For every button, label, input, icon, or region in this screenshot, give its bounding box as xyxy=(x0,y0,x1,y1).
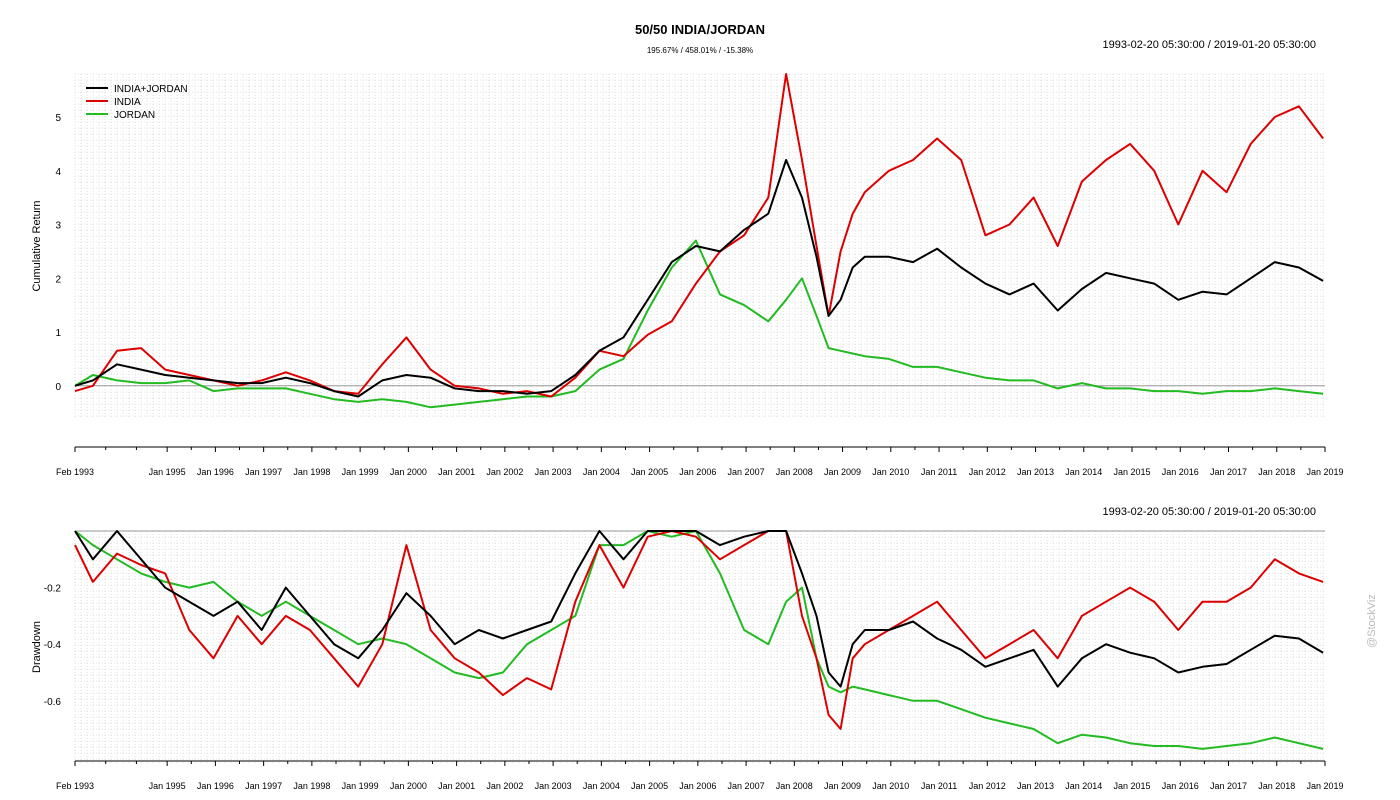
x-tick-label: Jan 2019 xyxy=(1306,781,1343,791)
x-tick-label: Jan 2003 xyxy=(535,781,572,791)
y-tick-label: -0.4 xyxy=(44,640,62,651)
x-tick-label: Jan 2013 xyxy=(1017,781,1054,791)
y-tick-label: -0.6 xyxy=(44,697,62,708)
series-line-jordan xyxy=(74,530,1324,750)
y-tick-label: 3 xyxy=(55,221,61,232)
series-line-jordan xyxy=(74,239,1324,409)
x-tick-label: Jan 2010 xyxy=(872,781,909,791)
x-tick-label: Jan 1995 xyxy=(149,781,186,791)
chart-panel-1: 0 1 2 3 4 5 Cumulative Return Feb 1993 Jan 1995 J… xyxy=(31,73,1344,477)
y-tick-label: 4 xyxy=(55,167,61,178)
date-range-bottom: 1993-02-20 05:30:00 / 2019-01-20 05:30:0… xyxy=(1102,506,1316,518)
series-line-india-jordan xyxy=(74,159,1324,398)
x-tick-label: Jan 1998 xyxy=(293,467,330,477)
x-tick-label: Jan 2014 xyxy=(1065,781,1102,791)
x-tick-label: Jan 1998 xyxy=(293,781,330,791)
date-range-top: 1993-02-20 05:30:00 / 2019-01-20 05:30:0… xyxy=(1102,39,1316,51)
x-tick-label: Jan 2004 xyxy=(583,467,620,477)
x-tick-label: Jan 2012 xyxy=(969,467,1006,477)
legend-label: JORDAN xyxy=(114,110,155,121)
x-tick-label: Jan 2018 xyxy=(1258,467,1295,477)
chart-panel-2: -0.2 -0.4 -0.6 Drawdown Feb 1993 Jan 1995 Jan … xyxy=(31,530,1344,791)
x-tick-label: Feb 1993 xyxy=(56,781,94,791)
x-tick-label: Jan 2008 xyxy=(776,781,813,791)
y-tick-label: 0 xyxy=(55,382,61,393)
x-tick-label: Feb 1993 xyxy=(56,467,94,477)
x-tick-label: Jan 2007 xyxy=(728,781,765,791)
x-tick-label: Jan 2001 xyxy=(438,467,475,477)
grid xyxy=(74,530,1325,763)
chart-title: 50/50 INDIA/JORDAN xyxy=(634,22,766,37)
x-tick-label: Jan 2009 xyxy=(824,781,861,791)
legend-label: INDIA xyxy=(114,97,141,108)
y-axis-label: Drawdown xyxy=(31,621,43,673)
legend-label: INDIA+JORDAN xyxy=(114,84,188,95)
x-tick-label: Jan 2003 xyxy=(535,467,572,477)
x-tick-label: Jan 1999 xyxy=(342,467,379,477)
x-tick-label: Jan 2002 xyxy=(486,467,523,477)
x-tick-label: Jan 2013 xyxy=(1017,467,1054,477)
x-tick-label: Jan 2017 xyxy=(1210,781,1247,791)
x-tick-label: Jan 2016 xyxy=(1162,781,1199,791)
x-tick-label: Jan 2011 xyxy=(921,781,957,791)
y-tick-label: -0.2 xyxy=(44,584,62,595)
x-tick-label: Jan 2005 xyxy=(631,467,668,477)
x-tick-label: Jan 1995 xyxy=(149,467,186,477)
x-tick-label: Jan 1996 xyxy=(197,467,234,477)
series-line-india-jordan xyxy=(74,530,1324,688)
x-tick-label: Jan 1997 xyxy=(245,781,282,791)
x-tick-label: Jan 2015 xyxy=(1114,781,1151,791)
x-tick-label: Jan 2006 xyxy=(679,781,716,791)
x-tick-label: Jan 2018 xyxy=(1258,781,1295,791)
x-tick-label: Jan 2005 xyxy=(631,781,668,791)
x-tick-label: Jan 2017 xyxy=(1210,467,1247,477)
x-tick-label: Jan 2019 xyxy=(1306,467,1343,477)
y-tick-label: 5 xyxy=(55,113,61,124)
y-tick-label: 1 xyxy=(55,328,61,339)
x-tick-label: Jan 2010 xyxy=(872,467,909,477)
x-tick-label: Jan 2011 xyxy=(921,467,957,477)
x-tick-label: Jan 1996 xyxy=(197,781,234,791)
x-tick-label: Jan 2007 xyxy=(728,467,765,477)
chart-subtitle: 195.67% / 458.01% / -15.38% xyxy=(646,46,754,55)
x-tick-label: Jan 2004 xyxy=(583,781,620,791)
x-tick-label: Jan 2012 xyxy=(969,781,1006,791)
x-tick-label: Jan 2015 xyxy=(1114,467,1151,477)
x-tick-label: Jan 2008 xyxy=(776,467,813,477)
x-tick-label: Jan 2016 xyxy=(1162,467,1199,477)
x-tick-label: Jan 2006 xyxy=(679,467,716,477)
series-line-india xyxy=(74,530,1324,730)
x-tick-label: Jan 1997 xyxy=(245,467,282,477)
y-tick-label: 2 xyxy=(55,274,61,285)
x-tick-label: Jan 2009 xyxy=(824,467,861,477)
x-tick-label: Jan 2001 xyxy=(438,781,475,791)
x-tick-label: Jan 1999 xyxy=(342,781,379,791)
grid xyxy=(74,73,1325,418)
legend: INDIA+JORDAN INDIA JORDAN xyxy=(86,84,188,121)
y-axis-label: Cumulative Return xyxy=(31,200,43,291)
x-tick-label: Jan 2000 xyxy=(390,467,427,477)
x-tick-label: Jan 2000 xyxy=(390,781,427,791)
series-line-india xyxy=(74,73,1324,398)
x-tick-label: Jan 2014 xyxy=(1065,467,1102,477)
x-tick-label: Jan 2002 xyxy=(486,781,523,791)
